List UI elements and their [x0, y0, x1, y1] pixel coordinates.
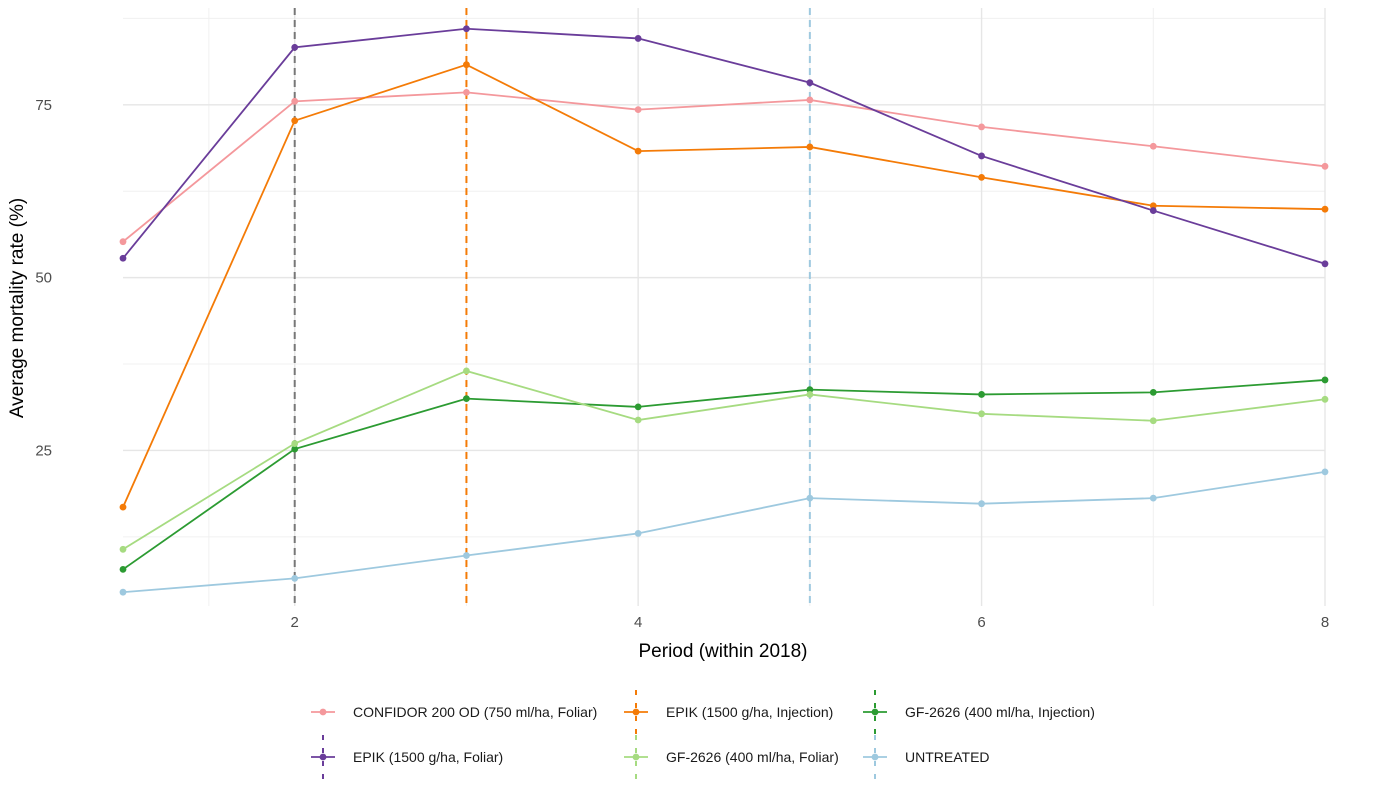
data-point — [1321, 260, 1329, 268]
data-point — [1149, 142, 1157, 150]
vertical-reference-lines — [293, 8, 811, 606]
legend-label: GF-2626 (400 ml/ha, Injection) — [905, 704, 1095, 720]
axis-ticks: 2 4 6 8 25 50 75 — [35, 97, 1329, 631]
data-point — [634, 35, 642, 42]
data-point — [119, 588, 127, 596]
series-line — [122, 27, 1326, 265]
data-point — [1149, 417, 1157, 425]
series-untreated — [119, 468, 1329, 596]
x-axis-title: Period (within 2018) — [639, 641, 808, 662]
x-tick-label: 6 — [977, 614, 985, 631]
legend-item: GF-2626 (400 ml/ha, Foliar) — [624, 735, 839, 779]
data-point — [634, 416, 642, 424]
series-line — [122, 470, 1326, 594]
data-point — [1149, 388, 1157, 396]
series-gf_foliar — [119, 367, 1329, 553]
data-point — [806, 79, 814, 87]
legend-point-key — [632, 708, 640, 716]
legend-label: UNTREATED — [905, 749, 990, 765]
data-point — [291, 117, 299, 125]
data-point — [1321, 376, 1329, 384]
series-epik_injection — [119, 61, 1329, 511]
data-point — [463, 395, 470, 403]
series-epik_foliar — [119, 25, 1329, 268]
data-point — [1321, 162, 1329, 170]
x-tick-label: 4 — [634, 614, 642, 631]
data-point — [978, 173, 985, 181]
y-tick-label: 25 — [35, 442, 52, 459]
data-point — [978, 410, 985, 418]
data-point — [634, 147, 642, 155]
legend-item: EPIK (1500 g/ha, Foliar) — [311, 735, 503, 779]
data-point — [634, 530, 642, 537]
data-point — [291, 445, 299, 453]
series-gf_injection — [119, 376, 1329, 573]
data-point — [119, 238, 127, 246]
data-point — [119, 254, 127, 262]
series-line — [122, 369, 1326, 551]
legend-item: CONFIDOR 200 OD (750 ml/ha, Foliar) — [311, 704, 597, 720]
data-point — [978, 500, 985, 508]
data-point — [463, 61, 470, 69]
y-tick-label: 75 — [35, 97, 52, 114]
data-point — [291, 44, 299, 51]
data-point — [1321, 468, 1329, 476]
data-point — [806, 143, 814, 151]
data-series — [119, 25, 1329, 596]
y-axis-title: Average mortality rate (%) — [7, 198, 28, 418]
legend-item: UNTREATED — [863, 735, 990, 779]
data-point — [978, 123, 985, 131]
data-point — [1149, 202, 1157, 210]
data-point — [806, 391, 814, 398]
data-point — [463, 367, 470, 375]
legend-point-key — [319, 753, 327, 761]
data-point — [291, 574, 299, 582]
legend-point-key — [871, 753, 879, 761]
data-point — [291, 440, 299, 447]
data-point — [1149, 207, 1157, 214]
data-point — [978, 152, 985, 160]
series-line — [122, 379, 1326, 571]
data-point — [291, 97, 299, 105]
legend-point-key — [632, 753, 640, 761]
legend-label: EPIK (1500 g/ha, Foliar) — [353, 749, 503, 765]
legend-item: GF-2626 (400 ml/ha, Injection) — [863, 690, 1095, 734]
y-tick-label: 50 — [35, 270, 52, 287]
data-point — [1321, 395, 1329, 403]
data-point — [978, 391, 985, 398]
legend: CONFIDOR 200 OD (750 ml/ha, Foliar) EPIK … — [311, 690, 1095, 779]
legend-point-key — [871, 708, 879, 716]
data-point — [463, 25, 470, 33]
series-confidor — [119, 88, 1329, 246]
data-point — [634, 106, 642, 114]
legend-item: EPIK (1500 g/ha, Injection) — [624, 690, 833, 734]
data-point — [463, 88, 470, 96]
data-point — [119, 545, 127, 553]
data-point — [119, 503, 127, 511]
legend-label: CONFIDOR 200 OD (750 ml/ha, Foliar) — [353, 704, 597, 720]
series-line — [122, 91, 1326, 243]
data-point — [1149, 494, 1157, 502]
data-point — [1321, 205, 1329, 213]
data-point — [806, 96, 814, 104]
data-point — [463, 552, 470, 559]
x-tick-label: 8 — [1321, 614, 1329, 631]
data-point — [119, 565, 127, 573]
legend-point-key — [319, 708, 327, 716]
data-point — [806, 494, 814, 502]
legend-label: GF-2626 (400 ml/ha, Foliar) — [666, 749, 839, 765]
data-point — [634, 403, 642, 411]
grid — [123, 8, 1326, 606]
legend-label: EPIK (1500 g/ha, Injection) — [666, 704, 833, 720]
x-tick-label: 2 — [291, 614, 299, 631]
data-point — [806, 386, 814, 394]
